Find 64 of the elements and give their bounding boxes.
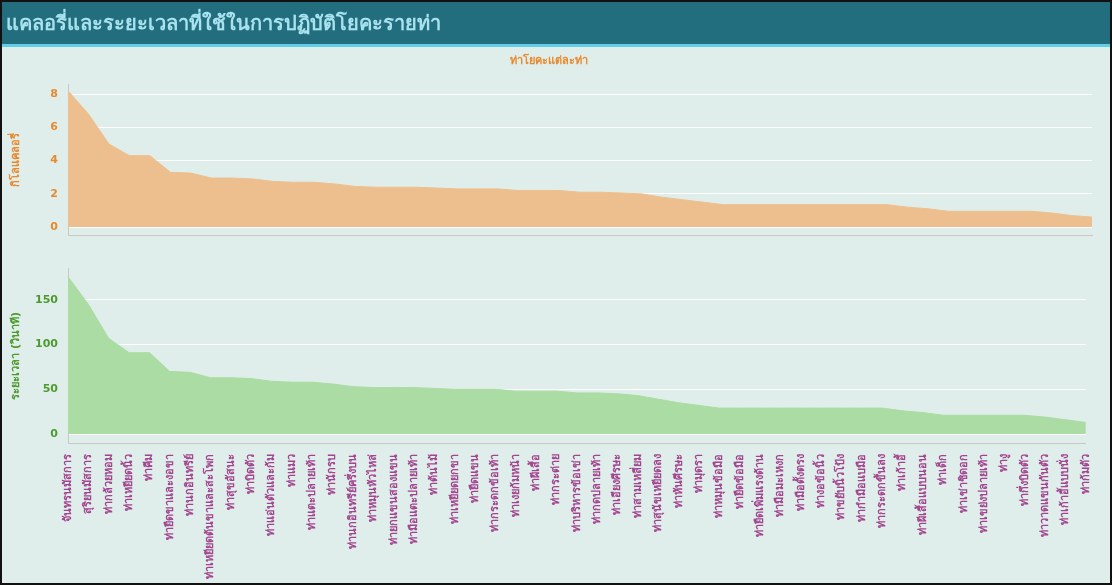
x-tick-label: ท่ากดปลายเท้า <box>590 454 604 524</box>
x-tick-label: ท่ายืดเพิ่มแรงด้าน <box>750 454 766 537</box>
y-tick-label: 150 <box>35 292 59 306</box>
x-tick-label: ท่าคีม <box>142 454 156 481</box>
x-tick-label: ท่าแอ่นตัวและก้ม <box>264 454 278 536</box>
y-tick-label: 6 <box>50 120 59 134</box>
x-tick-label: สุริยนมัสการ <box>81 454 96 514</box>
y-tick-label: 100 <box>35 337 59 351</box>
x-tick-label: ท่าสามเหลี่ยม <box>628 454 644 518</box>
x-tick-label: ท่ากล้วยหอม <box>101 454 115 514</box>
y-tick-label: 2 <box>50 186 58 200</box>
x-tick-label: ท่าเหยียดนิ้ว <box>119 454 135 511</box>
x-tick-label: ท่านักรบ <box>325 454 339 495</box>
y-axis-title: กิโลแคลอรี่ <box>7 132 23 187</box>
x-tick-label: ท่ากำมือแบมือ <box>854 454 868 522</box>
x-tick-label: ท่ากระดกขึ้นลง <box>873 454 889 528</box>
y-tick-label: 0 <box>50 426 59 440</box>
x-tick-label: ท่าเก้าอี้ <box>893 453 909 491</box>
x-tick-label: ท่างอข้อนิ้ว <box>812 454 828 508</box>
y-tick-label: 0 <box>50 219 59 233</box>
x-tick-label: ท่ายืดขาและงอขา <box>162 454 176 540</box>
x-tick-label: ท่ามือมะเหงก <box>773 454 787 517</box>
x-tick-label: จันทรนมัสการ <box>60 454 74 522</box>
x-tick-label: ท่ากระดกข้อเท้า <box>488 454 502 532</box>
y-tick-label: 8 <box>50 87 58 101</box>
x-tick-label: ท่าเข่าชิดอก <box>956 454 970 513</box>
x-tick-label: ท่าเงยก้มหน้า <box>508 454 522 517</box>
x-tick-label: ท่ายืดแขน <box>467 454 481 503</box>
x-tick-label: ท่าเหยียดยกขา <box>447 454 461 524</box>
x-tick-label: ท่ายกแขนสองแขน <box>386 454 400 545</box>
x-tick-label: ท่าผีเสื้อ <box>527 454 543 491</box>
x-tick-label: ท่าสุนัขเหยียดลง <box>651 454 666 532</box>
y-axis-title: ระยะเวลา (วินาที) <box>9 311 23 400</box>
x-tick-label: ท่าผีเสื้อแบบนอน <box>913 454 929 535</box>
x-tick-label: ท่าแมว <box>284 454 298 487</box>
y-tick-label: 4 <box>50 153 59 167</box>
x-tick-label: ท่าสุขอัสนะ <box>223 454 238 510</box>
x-tick-label: ท่าต้นไม้ <box>426 454 441 495</box>
x-tick-label: ท่าเก้าอี้แบบนั่ง <box>1056 454 1072 525</box>
x-tick-label: ท่ายืดข้อมือ <box>732 454 746 509</box>
x-tick-label: ท่าบริหารข้อเข่า <box>569 454 583 532</box>
x-tick-label: ท่าหมุนหัวไหล่ <box>365 454 381 522</box>
x-tick-label: ท่ามือตั้งตรง <box>791 454 807 511</box>
x-tick-label: ท่าแตะปลายเท้า <box>305 454 319 530</box>
x-tick-label: ท่ากระต่าย <box>549 454 563 505</box>
x-tick-label: ท่าเขย่งปลายเท้า <box>976 454 990 533</box>
x-tick-label: ท่าเด็ก <box>935 454 950 485</box>
y-tick-label: 50 <box>42 382 59 396</box>
x-tick-label: ท่าก้มตัว <box>1078 454 1092 494</box>
x-tick-label: ท่ามือแตะปลายเท้า <box>406 454 420 544</box>
x-tick-label: ท่าเหยียดต้นขาและสะโพก <box>202 454 217 579</box>
x-tick-label: ท่านกอินทรีย์ <box>183 454 196 516</box>
x-tick-label: ท่าหมุนข้อมือ <box>712 454 727 518</box>
x-tick-label: ท่าวาดแขนกันตัว <box>1037 454 1051 537</box>
x-tick-label: ท่าหันศีรษะ <box>671 454 685 508</box>
chart-subtitle: ท่าโยคะแต่ละท่า <box>510 53 588 68</box>
x-tick-label: ท่าขยับนิ้วโป้ง <box>832 454 848 520</box>
x-tick-label: ท่านกอินทรีย์ครึ่งบน <box>343 454 359 549</box>
x-tick-label: ท่าบิดตัว <box>244 454 258 494</box>
x-tick-label: ท่าเอียงศีรษะ <box>610 454 624 515</box>
x-tick-label: ท่ามุดรา <box>691 454 706 493</box>
x-tick-label: ท่ากึ่งบิดตัว <box>1015 454 1031 506</box>
chart-title: แคลอรี่และระยะเวลาที่ใช้ในการปฏิบัติโยคะรายท่า <box>6 8 441 37</box>
x-tick-label: ท่างู <box>997 454 1012 472</box>
